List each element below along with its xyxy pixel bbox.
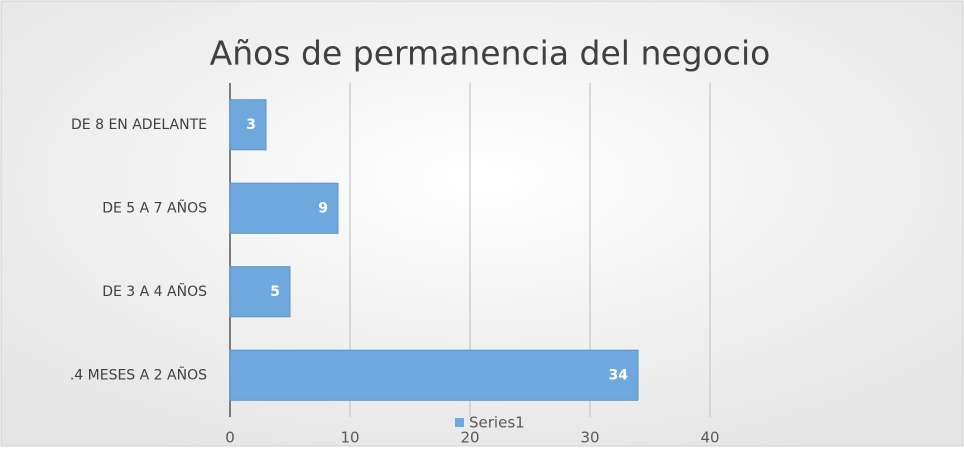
data-label: 9 — [318, 200, 328, 216]
x-tick-label: 20 — [460, 429, 479, 447]
legend-swatch — [455, 418, 464, 427]
bar — [229, 182, 339, 234]
bar — [229, 349, 639, 401]
bar — [229, 266, 291, 318]
data-label: 5 — [270, 284, 280, 300]
y-tick-label: DE 5 A 7 AÑOS — [102, 199, 207, 216]
x-tick-label: 10 — [340, 429, 359, 447]
bar — [229, 99, 267, 151]
y-tick-label: DE 8 EN ADELANTE — [71, 117, 207, 133]
y-tick-label: DE 3 A 4 AÑOS — [102, 283, 207, 300]
chart-title: Años de permanencia del negocio — [210, 34, 771, 73]
data-label: 3 — [246, 117, 256, 133]
y-tick-label: .4 MESES A 2 AÑOS — [70, 366, 207, 383]
x-tick-label: 0 — [225, 429, 235, 447]
x-tick-label: 40 — [700, 429, 719, 447]
data-label: 34 — [609, 367, 629, 383]
x-tick-label: 30 — [580, 429, 599, 447]
legend-label: Series1 — [469, 414, 525, 432]
